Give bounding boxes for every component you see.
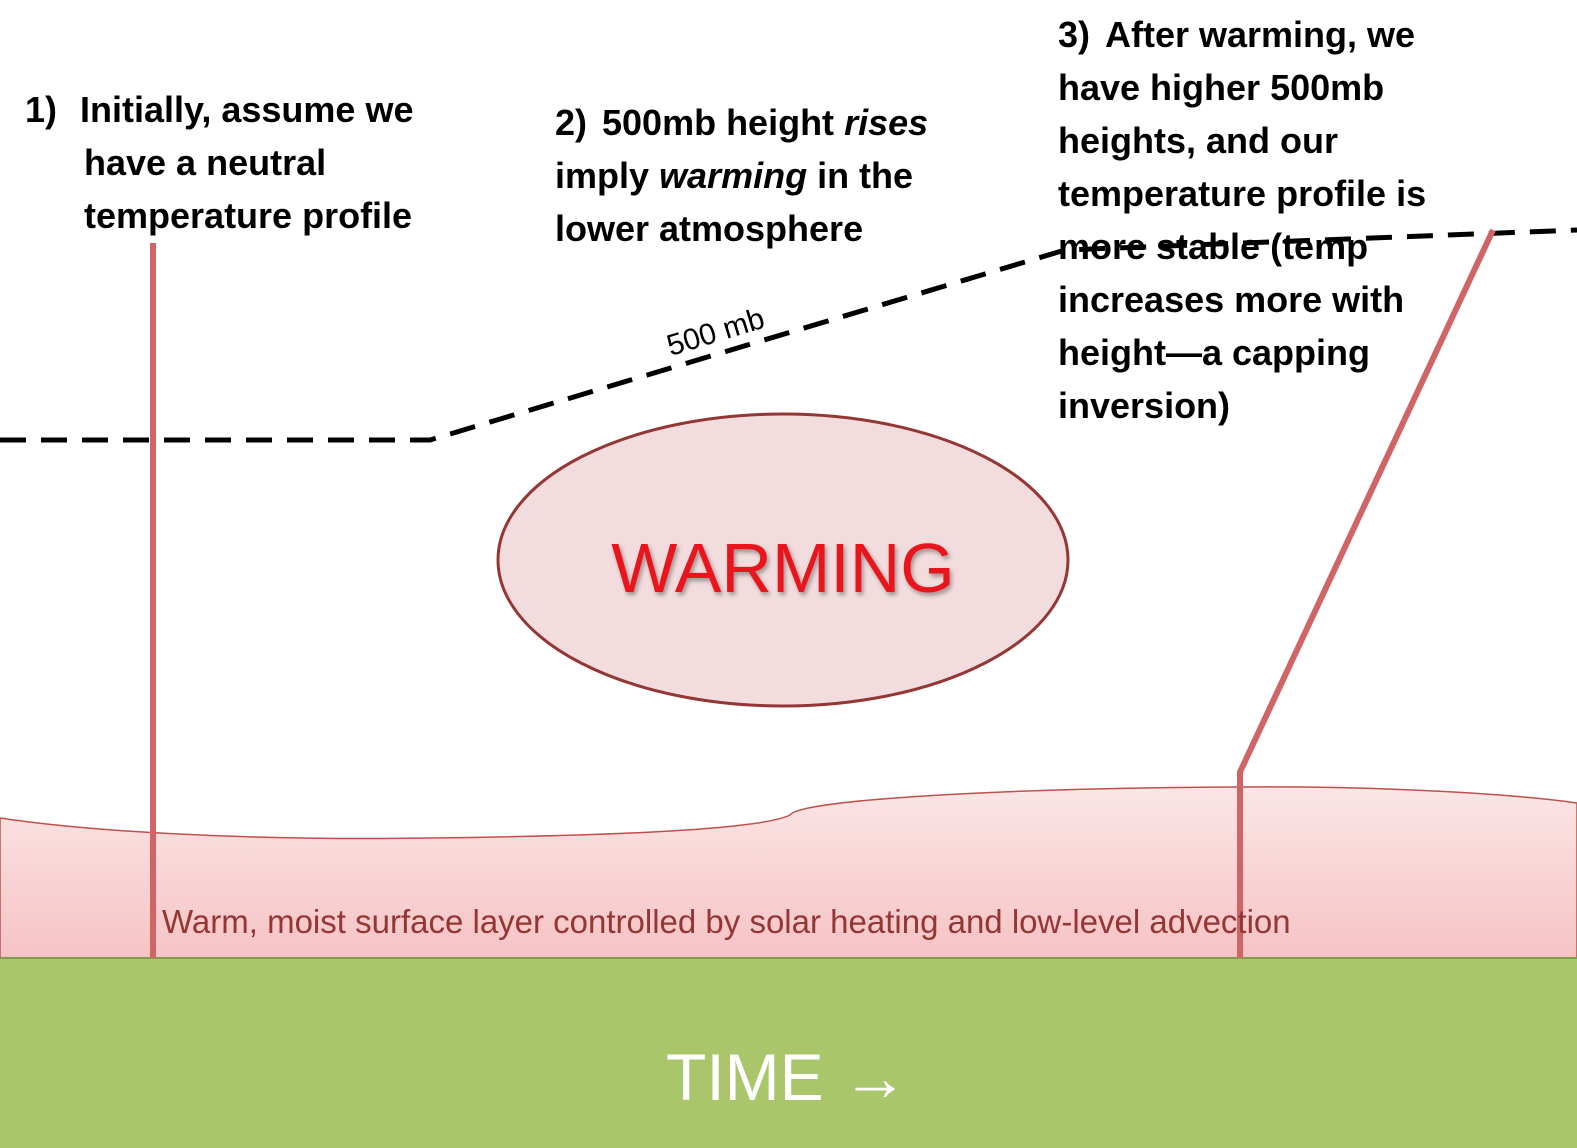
surface-label: Warm, moist surface layer controlled by … xyxy=(162,903,1291,940)
step-text: warming xyxy=(659,155,807,196)
time-label: TIME → xyxy=(666,1040,908,1114)
step-line: inversion) xyxy=(1058,385,1230,426)
step-text: temperature profile is xyxy=(1058,173,1426,214)
step-number: 2) xyxy=(555,102,587,143)
surface-layer xyxy=(0,786,1577,959)
step-text: temperature profile xyxy=(84,195,412,236)
step-text: have higher 500mb xyxy=(1058,67,1384,108)
step-line: After warming, we xyxy=(1105,14,1415,55)
step-line: temperature profile is xyxy=(1058,173,1426,214)
step-text: in the xyxy=(807,155,913,196)
stable-profile xyxy=(1237,228,1496,958)
steps: 1) Initially, assume we have a neutral temp… xyxy=(25,14,1426,426)
step-line: have a neutral xyxy=(84,142,326,183)
step-line: increases more with xyxy=(1058,279,1404,320)
step-line: heights, and our xyxy=(1058,120,1338,161)
step-text: imply xyxy=(555,155,659,196)
step-text: height—a capping xyxy=(1058,332,1370,373)
step-line: more stable (temp xyxy=(1058,226,1368,267)
pressure-label: 500 mb xyxy=(663,302,768,363)
step-line: have higher 500mb xyxy=(1058,67,1384,108)
step-number: 3) xyxy=(1058,14,1090,55)
step-number: 1) xyxy=(25,89,57,130)
step-text: After warming, we xyxy=(1105,14,1415,55)
step-text: heights, and our xyxy=(1058,120,1338,161)
step-text: increases more with xyxy=(1058,279,1404,320)
step-line: lower atmosphere xyxy=(555,208,863,249)
step-text: have a neutral xyxy=(84,142,326,183)
step-text: rises xyxy=(844,102,928,143)
warming-label: WARMING xyxy=(611,529,954,607)
pressure-line xyxy=(0,227,1577,443)
step-text: lower atmosphere xyxy=(555,208,863,249)
step-line: 500mb height rises xyxy=(602,102,928,143)
step-text: more stable (temp xyxy=(1058,226,1368,267)
step-line: imply warming in the xyxy=(555,155,913,196)
step-line: Initially, assume we xyxy=(80,89,413,130)
ground xyxy=(0,958,1577,1148)
warming-ellipse xyxy=(496,412,1070,708)
step-text: 500mb height xyxy=(602,102,844,143)
step-line: temperature profile xyxy=(84,195,412,236)
step-text: inversion) xyxy=(1058,385,1230,426)
step-text: Initially, assume we xyxy=(80,89,413,130)
step-line: height—a capping xyxy=(1058,332,1370,373)
